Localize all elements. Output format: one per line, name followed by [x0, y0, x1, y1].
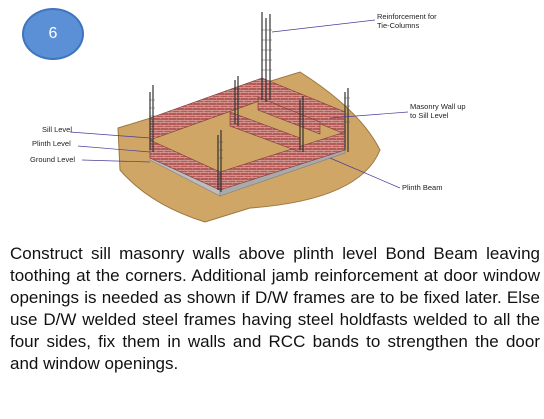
label-masonry-wall-text: Masonry Wall up to Sill Level	[410, 102, 466, 120]
label-reinforcement: Reinforcement for Tie-Columns	[377, 12, 437, 30]
label-plinth-beam: Plinth Beam	[402, 183, 443, 192]
label-masonry-wall: Masonry Wall up to Sill Level	[410, 102, 466, 120]
step-number-badge: 6	[22, 8, 84, 60]
label-leader-lines	[69, 19, 409, 189]
label-ground-level: Ground Level	[30, 155, 76, 164]
rebar-ties	[149, 29, 350, 159]
label-reinforcement-text: Reinforcement for Tie-Columns	[377, 12, 437, 30]
tie-column-rebars	[149, 12, 349, 192]
wall-inner-cross	[257, 96, 321, 135]
wall-inner-partition	[229, 111, 301, 153]
construction-illustration: 6 Reinforcement for Tie-Columns Masonry …	[22, 8, 466, 223]
instruction-paragraph: Construct sill masonry walls above plint…	[10, 244, 540, 373]
label-sill-level: Sill Level	[42, 125, 73, 134]
label-plinth-level: Plinth Level	[32, 139, 71, 148]
foundation-diagram	[69, 12, 409, 223]
